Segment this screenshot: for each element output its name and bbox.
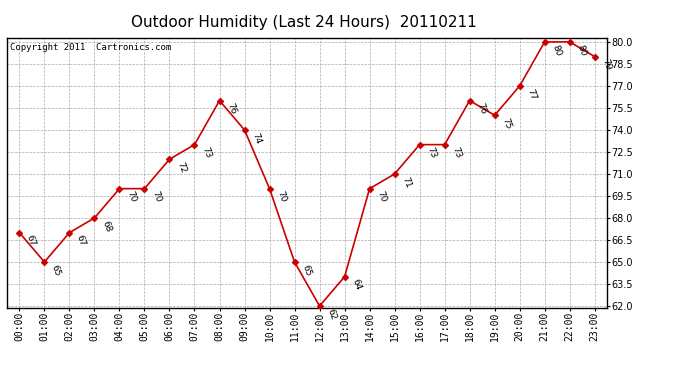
Text: 70: 70 [375, 190, 388, 204]
Text: 72: 72 [175, 160, 188, 174]
Text: 80: 80 [550, 43, 562, 57]
Text: 76: 76 [225, 102, 237, 116]
Text: 80: 80 [575, 43, 588, 57]
Text: 68: 68 [100, 219, 112, 233]
Text: 70: 70 [150, 190, 162, 204]
Text: 71: 71 [400, 176, 413, 189]
Text: 65: 65 [50, 263, 62, 277]
Text: 64: 64 [350, 278, 362, 292]
Text: 79: 79 [600, 58, 613, 72]
Text: 77: 77 [525, 87, 538, 101]
Text: 67: 67 [75, 234, 88, 248]
Text: 70: 70 [275, 190, 288, 204]
Text: 73: 73 [425, 146, 437, 160]
Text: 76: 76 [475, 102, 488, 116]
Text: 67: 67 [25, 234, 37, 248]
Text: Outdoor Humidity (Last 24 Hours)  20110211: Outdoor Humidity (Last 24 Hours) 2011021… [130, 15, 477, 30]
Text: 75: 75 [500, 117, 513, 130]
Text: 62: 62 [325, 308, 337, 321]
Text: Copyright 2011  Cartronics.com: Copyright 2011 Cartronics.com [10, 43, 171, 52]
Text: 65: 65 [300, 263, 313, 277]
Text: 73: 73 [450, 146, 462, 160]
Text: 74: 74 [250, 131, 262, 145]
Text: 73: 73 [200, 146, 213, 160]
Text: 70: 70 [125, 190, 137, 204]
